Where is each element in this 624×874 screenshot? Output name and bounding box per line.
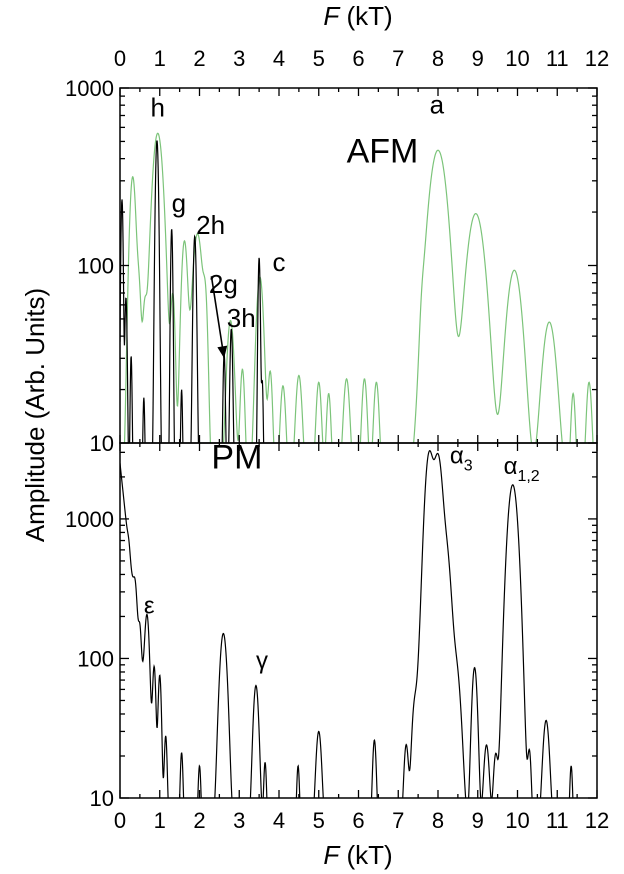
top-x-axis-title-unit: (kT)	[339, 1, 392, 31]
afm-panel-label: AFM	[347, 133, 419, 171]
bottom-x-axis-title-unit: (kT)	[339, 840, 392, 870]
top-x-tick-label: 0	[114, 46, 126, 71]
y-axis-title: Amplitude (Arb. Units)	[20, 288, 50, 542]
bottom-x-tick-label: 8	[432, 808, 444, 833]
top-x-axis-title-italic: F	[323, 1, 341, 31]
top-x-tick-label: 1	[154, 46, 166, 71]
pm-peak-label-sub: 3	[464, 457, 473, 474]
bottom-x-tick-label: 9	[472, 808, 484, 833]
top-x-tick-label: 11	[546, 46, 569, 71]
pm-ticks	[119, 443, 598, 799]
afm-peak-label: 3h	[227, 303, 256, 333]
bottom-x-tick-label: 4	[273, 808, 285, 833]
pm-peak-label-sub: 1,2	[517, 468, 539, 485]
top-x-tick-label: 10	[505, 46, 529, 71]
top-x-tick-label: 4	[273, 46, 285, 71]
top-x-tick-label: 6	[352, 46, 364, 71]
pm-series-black	[120, 450, 574, 798]
afm-plot-area	[120, 132, 594, 443]
top-x-axis-title: F (kT)	[323, 1, 392, 31]
pm-peak-label: ε	[144, 592, 155, 619]
pm-y-tick-label: 1000	[65, 507, 114, 532]
top-x-tick-label: 9	[472, 46, 484, 71]
afm-peak-label: 2h	[196, 210, 225, 240]
bottom-x-tick-label: 7	[392, 808, 404, 833]
pm-peak-label: γ	[256, 647, 268, 674]
bottom-x-tick-label: 10	[505, 808, 529, 833]
bottom-x-tick-label: 1	[154, 808, 166, 833]
afm-series-black	[120, 140, 265, 443]
afm-y-tick-label: 10	[90, 431, 114, 456]
bottom-x-tick-label: 2	[193, 808, 205, 833]
top-x-tick-label: 5	[313, 46, 325, 71]
bottom-x-axis-title-italic: F	[323, 840, 341, 870]
afm-peak-label: g	[172, 188, 186, 218]
arrow-2g-head	[217, 345, 228, 359]
bottom-x-tick-label: 11	[546, 808, 569, 833]
bottom-x-tick-label: 6	[352, 808, 364, 833]
bottom-x-tick-label: 3	[233, 808, 245, 833]
bottom-x-axis-title: F (kT)	[323, 840, 392, 870]
afm-series-green	[123, 132, 594, 443]
pm-peak-label: α1,2	[504, 453, 540, 485]
arrow-2g-shaft	[210, 276, 225, 359]
pm-plot-area	[120, 450, 574, 798]
top-x-tick-label: 8	[432, 46, 444, 71]
pm-y-tick-label: 100	[77, 646, 114, 671]
top-x-tick-label: 7	[392, 46, 404, 71]
afm-y-tick-label: 1000	[65, 76, 114, 101]
bottom-x-tick-label: 0	[114, 808, 126, 833]
pm-panel-label: PM	[211, 438, 262, 476]
afm-y-tick-label: 100	[77, 254, 114, 279]
afm-peak-label: c	[273, 247, 286, 277]
top-x-tick-label: 2	[193, 46, 205, 71]
bottom-x-tick-label: 5	[313, 808, 325, 833]
pm-y-tick-label: 10	[90, 786, 114, 811]
afm-peak-label: h	[151, 93, 165, 123]
top-x-tick-label: 3	[233, 46, 245, 71]
top-x-tick-label: 12	[585, 46, 609, 71]
bottom-x-tick-label: 12	[585, 808, 609, 833]
pm-peak-label: α3	[450, 442, 473, 474]
pm-frame	[119, 442, 598, 799]
afm-peak-label: a	[430, 89, 445, 119]
